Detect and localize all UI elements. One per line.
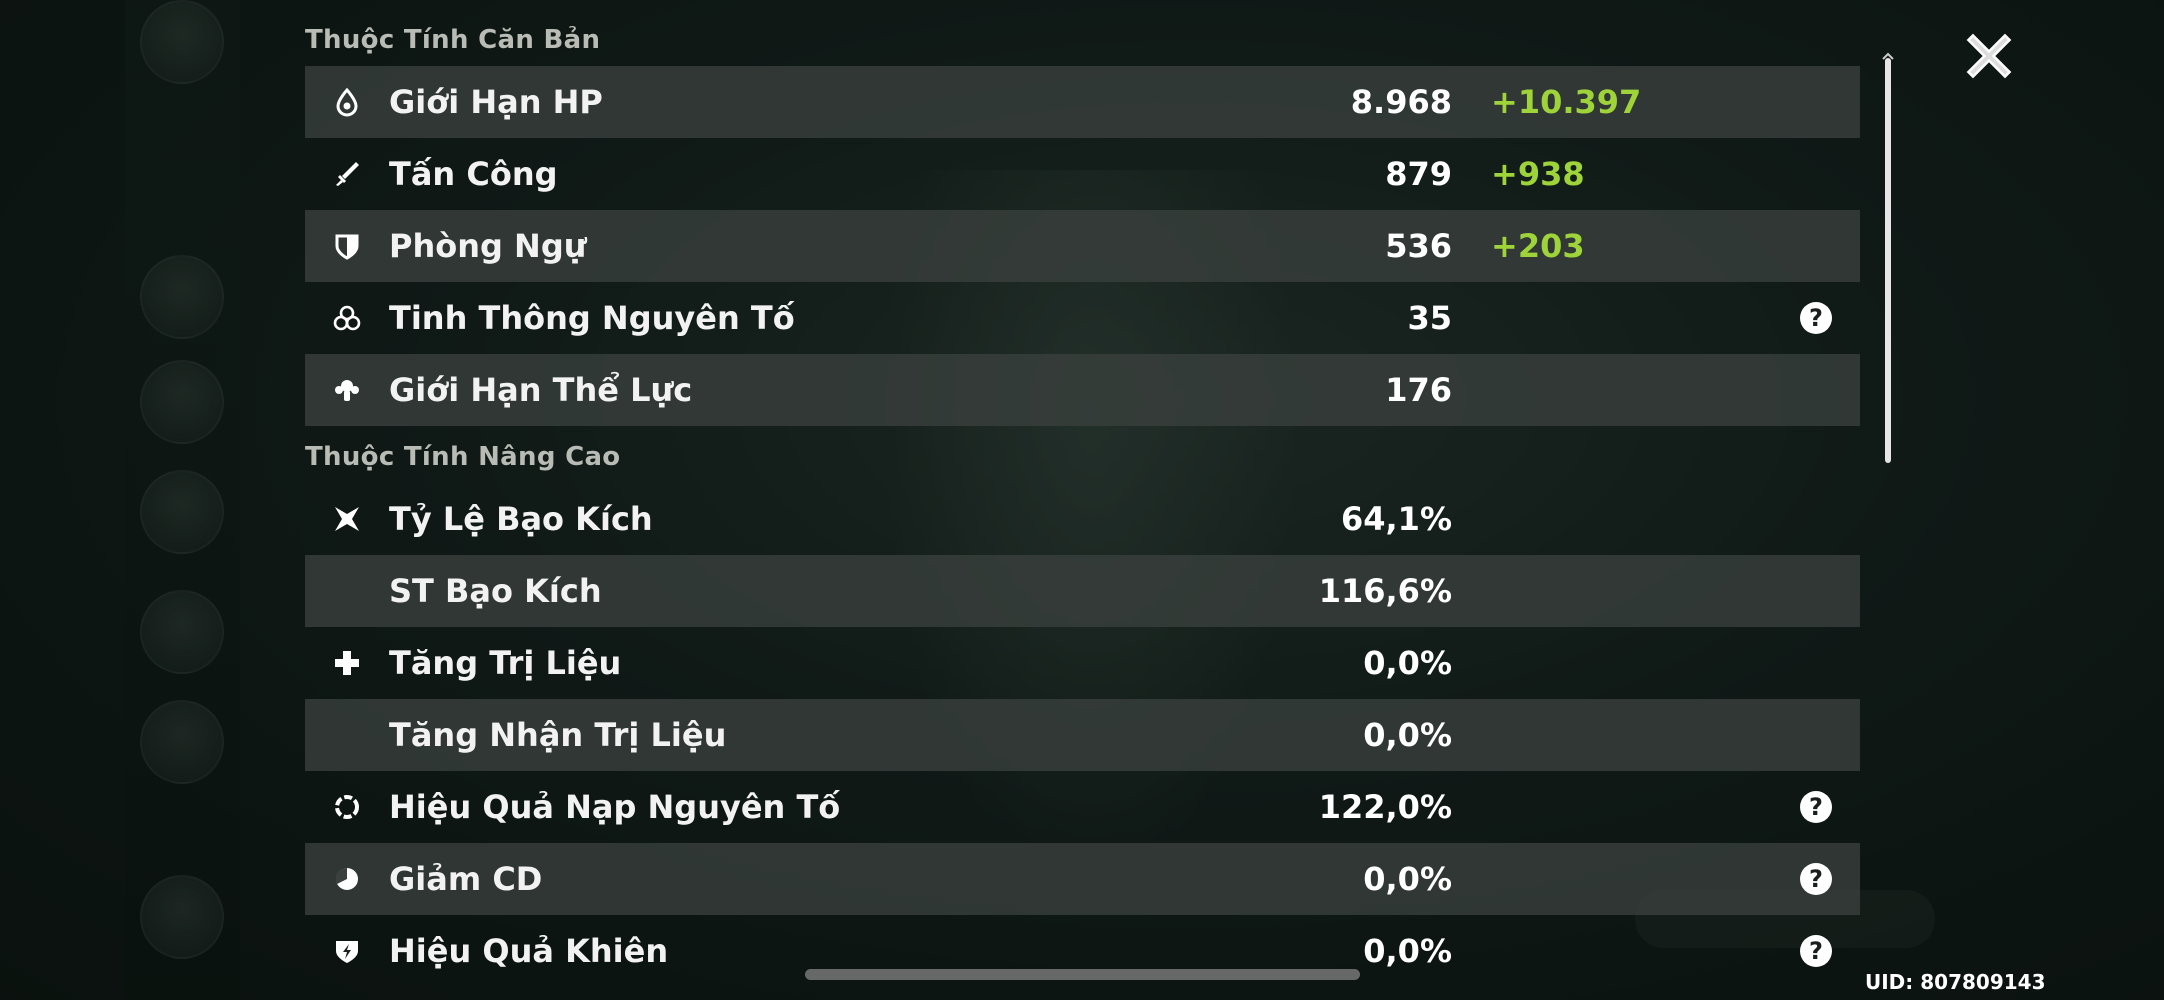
stat-value: 64,1%: [1340, 500, 1452, 538]
avatar: [140, 590, 224, 674]
stamina-icon: [329, 372, 365, 408]
stat-row-incoming-healing: Tăng Nhận Trị Liệu 0,0%: [305, 699, 1860, 771]
stat-value: 0,0%: [1363, 716, 1452, 754]
stat-label: Giới Hạn HP: [389, 83, 603, 121]
stat-row-crit-rate: Tỷ Lệ Bạo Kích 64,1%: [305, 483, 1860, 555]
help-icon[interactable]: ?: [1800, 863, 1832, 895]
stat-row-stamina: Giới Hạn Thể Lực 176: [305, 354, 1860, 426]
energy-recharge-icon: [329, 789, 365, 825]
stat-row-shield-strength: Hiệu Quả Khiên 0,0% ?: [305, 915, 1860, 987]
advanced-attributes-title: Thuộc Tính Nâng Cao: [305, 442, 621, 472]
elemental-mastery-icon: [329, 300, 365, 336]
stat-value: 0,0%: [1363, 932, 1452, 970]
stat-row-cd-reduction: Giảm CD 0,0% ?: [305, 843, 1860, 915]
crit-rate-icon: [329, 501, 365, 537]
sword-icon: [329, 156, 365, 192]
stat-value: 0,0%: [1363, 860, 1452, 898]
help-icon[interactable]: ?: [1800, 791, 1832, 823]
stat-value: 116,6%: [1318, 572, 1452, 610]
stat-label: Hiệu Quả Khiên: [389, 932, 669, 970]
help-icon[interactable]: ?: [1800, 302, 1832, 334]
stat-row-def: Phòng Ngự 536 +203: [305, 210, 1860, 282]
stat-label: Tấn Công: [389, 155, 558, 193]
uid-label: UID: 807809143: [1865, 970, 2046, 994]
stat-value: 176: [1385, 371, 1452, 409]
shield-icon: [329, 228, 365, 264]
help-icon[interactable]: ?: [1800, 935, 1832, 967]
avatar: [140, 255, 224, 339]
stat-row-crit-dmg: ST Bạo Kích 116,6%: [305, 555, 1860, 627]
avatar: [140, 0, 224, 84]
stat-label: Tăng Trị Liệu: [389, 644, 622, 682]
avatar: [140, 700, 224, 784]
avatar: [140, 360, 224, 444]
stat-bonus: +938: [1491, 155, 1585, 193]
stat-value: 35: [1407, 299, 1452, 337]
stat-row-healing-bonus: Tăng Trị Liệu 0,0%: [305, 627, 1860, 699]
stat-label: Tỷ Lệ Bạo Kích: [389, 500, 653, 538]
stat-value: 8.968: [1350, 83, 1452, 121]
stat-row-atk: Tấn Công 879 +938: [305, 138, 1860, 210]
avatar: [140, 875, 224, 959]
shield-strength-icon: [329, 933, 365, 969]
stat-label: Tăng Nhận Trị Liệu: [389, 716, 727, 754]
stat-label: Phòng Ngự: [389, 227, 587, 265]
stat-row-elemental-mastery: Tinh Thông Nguyên Tố 35 ?: [305, 282, 1860, 354]
stat-label: Giảm CD: [389, 860, 543, 898]
cd-reduction-icon: [329, 861, 365, 897]
home-indicator[interactable]: [805, 969, 1360, 980]
stat-label: Tinh Thông Nguyên Tố: [389, 299, 795, 337]
stat-row-hp: Giới Hạn HP 8.968 +10.397: [305, 66, 1860, 138]
stat-value: 0,0%: [1363, 644, 1452, 682]
avatar: [140, 470, 224, 554]
stat-value: 122,0%: [1318, 788, 1452, 826]
stat-label: Hiệu Quả Nạp Nguyên Tố: [389, 788, 841, 826]
healing-icon: [329, 645, 365, 681]
scrollbar[interactable]: [1885, 58, 1891, 463]
stat-value: 536: [1385, 227, 1452, 265]
basic-attributes-title: Thuộc Tính Căn Bản: [305, 25, 601, 55]
drop-icon: [329, 84, 365, 120]
scroll-up-icon: [1881, 50, 1895, 60]
close-icon[interactable]: [1965, 32, 2013, 80]
stat-label: ST Bạo Kích: [389, 572, 602, 610]
stat-value: 879: [1385, 155, 1452, 193]
stat-bonus: +10.397: [1491, 83, 1642, 121]
stat-row-energy-recharge: Hiệu Quả Nạp Nguyên Tố 122,0% ?: [305, 771, 1860, 843]
stat-label: Giới Hạn Thể Lực: [389, 371, 693, 409]
stat-bonus: +203: [1491, 227, 1585, 265]
